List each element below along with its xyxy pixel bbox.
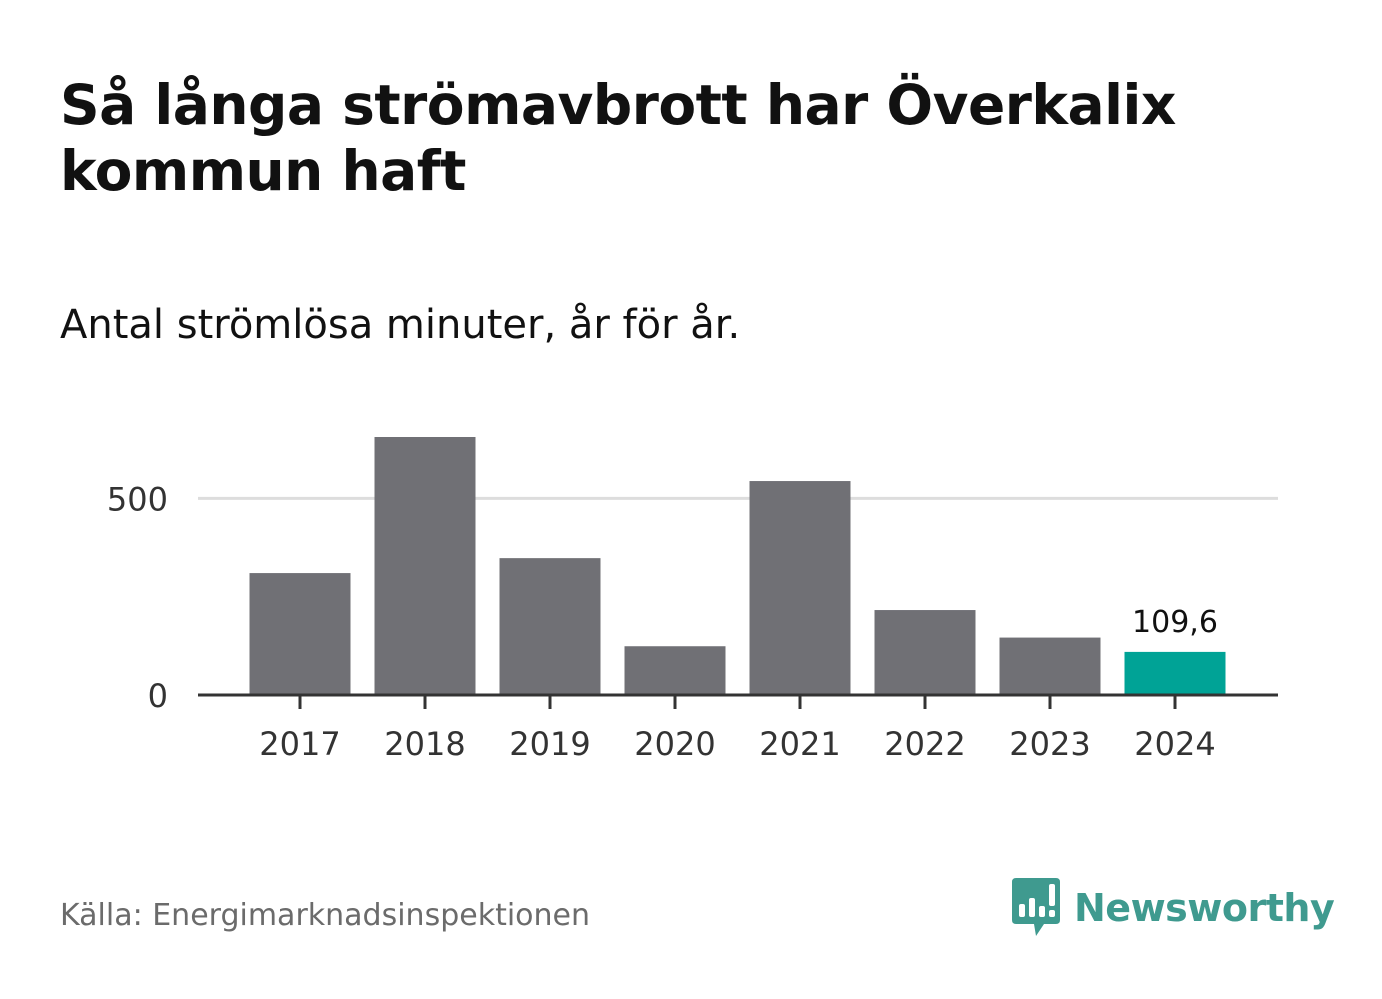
brand-name: Newsworthy	[1074, 886, 1335, 930]
bar-2023	[999, 637, 1101, 695]
x-tick-label: 2022	[884, 725, 965, 763]
bar-2018	[374, 437, 476, 695]
chart-subtitle: Antal strömlösa minuter, år för år.	[60, 302, 741, 348]
bar-2024	[1124, 651, 1226, 695]
chart-title: Så långa strömavbrott har Överkalix komm…	[60, 73, 1176, 203]
y-tick-label: 500	[107, 480, 168, 518]
x-tick-label: 2018	[384, 725, 465, 763]
brand-logo: Newsworthy	[1010, 878, 1335, 938]
bar-2021	[749, 481, 851, 695]
data-label: 109,6	[1132, 605, 1218, 640]
x-tick-label: 2020	[634, 725, 715, 763]
bar-2019	[499, 558, 601, 695]
y-tick-label: 0	[148, 677, 168, 715]
bar-2017	[249, 573, 351, 695]
x-tick-label: 2019	[509, 725, 590, 763]
bar-chart-speech-bubble-icon	[1012, 878, 1060, 936]
source-note: Källa: Energimarknadsinspektionen	[60, 898, 591, 933]
x-tick-label: 2017	[259, 725, 340, 763]
bar-2020	[624, 646, 726, 695]
x-tick-label: 2021	[759, 725, 840, 763]
x-tick-label: 2023	[1009, 725, 1090, 763]
x-tick-label: 2024	[1134, 725, 1215, 763]
bar-2022	[874, 610, 976, 695]
